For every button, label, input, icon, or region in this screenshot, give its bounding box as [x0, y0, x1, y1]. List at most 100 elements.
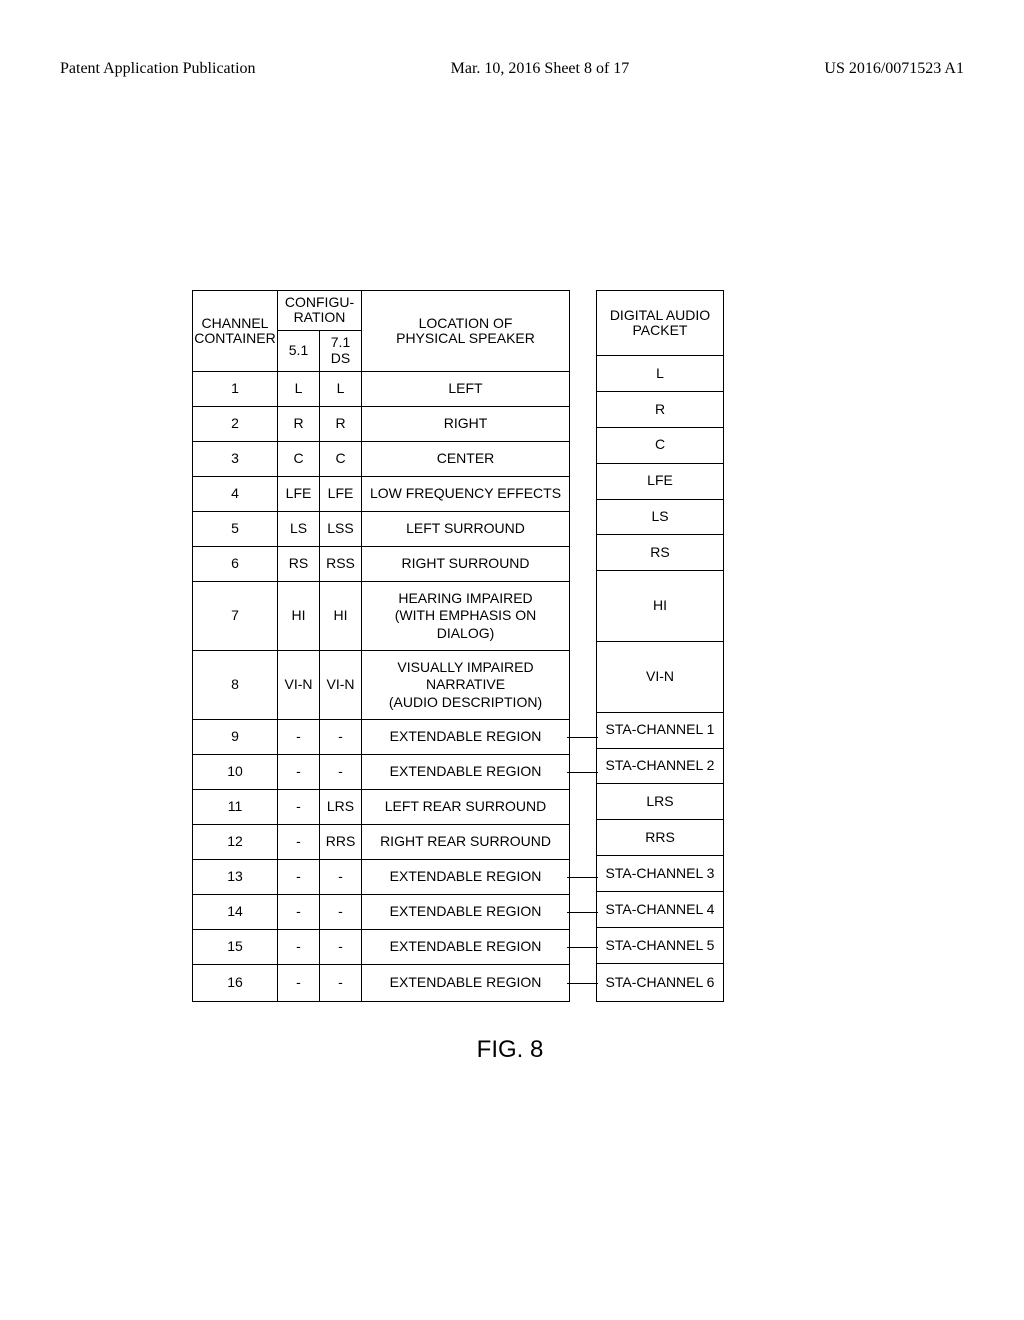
hdr-71: 7.1 DS [320, 330, 362, 371]
table-row: 13--EXTENDABLE REGION [193, 859, 570, 894]
cell-channel: 8 [193, 650, 278, 719]
hdr-audio-l2: PACKET [633, 322, 688, 338]
hdr-location-l1: LOCATION OF [419, 315, 513, 331]
connector-line [567, 947, 598, 948]
cell-audio: STA-CHANNEL 1 [597, 712, 724, 748]
cell-channel: 1 [193, 371, 278, 406]
cell-audio: LS [597, 499, 724, 535]
table-row: LRS [597, 784, 724, 820]
audio-table: DIGITAL AUDIO PACKET LRCLFELSRSHIVI-NSTA… [596, 290, 724, 1002]
cell-audio: STA-CHANNEL 5 [597, 927, 724, 963]
cell-location: EXTENDABLE REGION [362, 859, 570, 894]
cell-channel: 7 [193, 581, 278, 650]
cell-channel: 12 [193, 824, 278, 859]
cell-location: EXTENDABLE REGION [362, 719, 570, 754]
cell-71: - [320, 859, 362, 894]
hdr-audio: DIGITAL AUDIO PACKET [597, 291, 724, 356]
cell-location: HEARING IMPAIRED(WITH EMPHASIS ONDIALOG) [362, 581, 570, 650]
table-row: 5LSLSSLEFT SURROUND [193, 511, 570, 546]
table-row: STA-CHANNEL 5 [597, 927, 724, 963]
cell-51: LS [278, 511, 320, 546]
table-row: RS [597, 535, 724, 571]
cell-location: RIGHT SURROUND [362, 546, 570, 581]
cell-location: EXTENDABLE REGION [362, 964, 570, 1001]
table-row: STA-CHANNEL 4 [597, 892, 724, 928]
cell-audio: HI [597, 571, 724, 642]
cell-71: RRS [320, 824, 362, 859]
hdr-channel-container: CHANNEL CONTAINER [193, 291, 278, 372]
connector-gap [570, 290, 596, 1002]
cell-51: - [278, 789, 320, 824]
main-table: CHANNEL CONTAINER CONFIGU- RATION [192, 290, 570, 1002]
table-row: HI [597, 571, 724, 642]
cell-audio: L [597, 356, 724, 392]
table-row: RRS [597, 820, 724, 856]
cell-channel: 11 [193, 789, 278, 824]
cell-audio: STA-CHANNEL 3 [597, 856, 724, 892]
hdr-channel-l2: CONTAINER [194, 330, 275, 346]
table-row: L [597, 356, 724, 392]
cell-location: RIGHT [362, 406, 570, 441]
cell-71: R [320, 406, 362, 441]
cell-71: - [320, 754, 362, 789]
cell-location: LEFT REAR SURROUND [362, 789, 570, 824]
table-row: 16--EXTENDABLE REGION [193, 964, 570, 1001]
connector-line [567, 983, 598, 984]
cell-location: LEFT SURROUND [362, 511, 570, 546]
table-row: 3CCCENTER [193, 441, 570, 476]
cell-71: LSS [320, 511, 362, 546]
header-right: US 2016/0071523 A1 [824, 60, 964, 78]
cell-71: - [320, 894, 362, 929]
cell-51: - [278, 894, 320, 929]
cell-audio: STA-CHANNEL 6 [597, 963, 724, 1001]
table-row: 9--EXTENDABLE REGION [193, 719, 570, 754]
cell-51: - [278, 859, 320, 894]
header-left: Patent Application Publication [60, 60, 256, 78]
connector-line [567, 912, 598, 913]
cell-audio: RRS [597, 820, 724, 856]
cell-audio: R [597, 391, 724, 427]
cell-audio: C [597, 427, 724, 463]
table-row: 14--EXTENDABLE REGION [193, 894, 570, 929]
cell-channel: 10 [193, 754, 278, 789]
table-row: 8VI-NVI-NVISUALLY IMPAIREDNARRATIVE(AUDI… [193, 650, 570, 719]
connector-line [567, 877, 598, 878]
cell-channel: 3 [193, 441, 278, 476]
hdr-config: CONFIGU- RATION [278, 291, 362, 331]
cell-channel: 9 [193, 719, 278, 754]
figure-label: FIG. 8 [192, 1036, 828, 1064]
hdr-config-l1: CONFIGU- [285, 294, 354, 310]
cell-location: CENTER [362, 441, 570, 476]
cell-71: C [320, 441, 362, 476]
cell-audio: STA-CHANNEL 4 [597, 892, 724, 928]
hdr-audio-l1: DIGITAL AUDIO [610, 307, 710, 323]
cell-channel: 16 [193, 964, 278, 1001]
cell-location: EXTENDABLE REGION [362, 894, 570, 929]
hdr-channel-l1: CHANNEL [202, 315, 269, 331]
table-row: C [597, 427, 724, 463]
table-row: LFE [597, 463, 724, 499]
table-row: STA-CHANNEL 3 [597, 856, 724, 892]
cell-channel: 6 [193, 546, 278, 581]
cell-channel: 15 [193, 929, 278, 964]
table-row: 15--EXTENDABLE REGION [193, 929, 570, 964]
cell-51: - [278, 964, 320, 1001]
table-row: 6RSRSSRIGHT SURROUND [193, 546, 570, 581]
hdr-location-l2: PHYSICAL SPEAKER [396, 330, 535, 346]
page: Patent Application Publication Mar. 10, … [0, 0, 1024, 1320]
cell-audio: LFE [597, 463, 724, 499]
hdr-51: 5.1 [278, 330, 320, 371]
cell-71: - [320, 929, 362, 964]
cell-audio: STA-CHANNEL 2 [597, 748, 724, 784]
cell-51: - [278, 824, 320, 859]
table-row: 12-RRSRIGHT REAR SURROUND [193, 824, 570, 859]
cell-71: - [320, 964, 362, 1001]
table-row: VI-N [597, 641, 724, 712]
cell-51: HI [278, 581, 320, 650]
cell-51: - [278, 719, 320, 754]
cell-location: VISUALLY IMPAIREDNARRATIVE(AUDIO DESCRIP… [362, 650, 570, 719]
hdr-config-l2: RATION [294, 309, 346, 325]
cell-audio: LRS [597, 784, 724, 820]
tables-row: CHANNEL CONTAINER CONFIGU- RATION [192, 290, 828, 1002]
cell-71: L [320, 371, 362, 406]
